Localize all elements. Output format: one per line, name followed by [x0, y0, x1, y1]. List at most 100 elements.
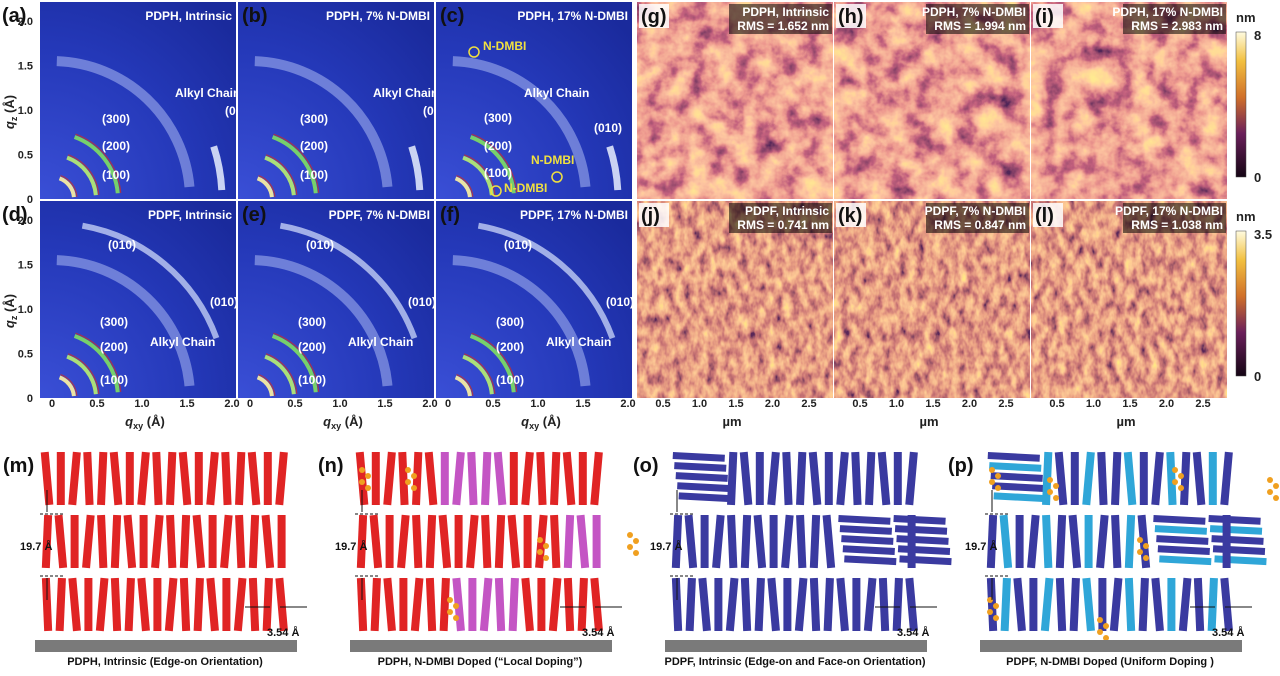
scattering-ring [60, 174, 78, 197]
scattering-ring [271, 135, 318, 194]
schematic-caption: PDPF, Intrinsic (Edge-on and Face-on Ori… [665, 656, 926, 668]
polymer-backbone [1070, 452, 1079, 505]
dopant-molecule [447, 609, 453, 615]
dopant-molecule [1053, 495, 1059, 501]
scattering-ring [210, 145, 226, 191]
polymer-backbone [1214, 555, 1267, 566]
annotation: N-DMBI [531, 153, 574, 167]
polymer-backbone [684, 514, 698, 569]
schematic-caption: PDPH, Intrinsic (Edge-on Orientation) [67, 656, 263, 668]
polymer-backbone [139, 515, 148, 568]
dopant-molecule [1103, 623, 1109, 629]
polymer-backbone [1178, 577, 1192, 632]
polymer-backbone [675, 472, 728, 482]
dopant-molecule [1097, 629, 1103, 635]
polymer-backbone [222, 578, 231, 631]
scattering-ring [452, 56, 591, 188]
polymer-backbone [479, 577, 493, 632]
polymer-backbone [899, 555, 952, 566]
x-tick-label: 0.5 [1049, 398, 1064, 410]
label-box [639, 4, 669, 28]
scattering-ring [408, 145, 424, 191]
y-tick-label: 2.0 [18, 215, 33, 227]
polymer-backbone [370, 577, 381, 632]
polymer-backbone [425, 514, 437, 569]
annotation: (200) [484, 139, 512, 153]
polymer-backbone [1124, 577, 1136, 632]
x-tick-label: 1.5 [179, 398, 194, 410]
polymer-backbone [1096, 514, 1109, 569]
scattering-ring [75, 332, 122, 393]
polymer-backbone [263, 452, 272, 505]
polymer-backbone [371, 452, 380, 505]
scattering-ring [463, 154, 496, 195]
polymer-backbone [466, 514, 479, 569]
x-tick-label: 0 [247, 398, 253, 410]
afm-image [834, 201, 1030, 398]
polymer-backbone [1209, 525, 1263, 535]
polymer-backbone [999, 514, 1013, 569]
x-tick-label: 1.5 [575, 398, 590, 410]
polymer-backbone [897, 545, 951, 555]
dopant-molecule [1047, 477, 1053, 483]
polymer-backbone [194, 452, 203, 505]
dopant-molecule [1172, 467, 1178, 473]
dopant-molecule [989, 467, 995, 473]
polymer-backbone [235, 514, 246, 569]
polymer-backbone [452, 577, 465, 632]
giwaxs-image [436, 201, 632, 398]
polymer-backbone [1084, 515, 1093, 568]
annotation: N-DMBI [483, 39, 526, 53]
giwaxs-panel: PDPF, 7% N-DMBI (e) (010) (010) (300) (200) Al… [238, 201, 438, 431]
colorbar [1235, 230, 1247, 377]
polymer-backbone [1015, 515, 1024, 568]
polymer-backbone [993, 492, 1046, 503]
y-tick-label: 0 [27, 194, 33, 206]
polymer-backbone [1138, 577, 1149, 632]
axis-unit: (Å) [341, 414, 363, 429]
polymer-backbone [740, 514, 752, 569]
scattering-ring [454, 176, 472, 198]
scattering-ring [254, 255, 393, 387]
giwaxs-image [238, 2, 434, 199]
annotation: (010) [210, 295, 238, 309]
label-box [836, 4, 866, 28]
annotation: Alkyl Chain [373, 86, 438, 100]
dopant-molecule [1172, 479, 1178, 485]
scattering-ring [279, 222, 418, 340]
x-tick-label: 2.5 [1195, 398, 1210, 410]
stacking-distance: 3.54 Å [267, 626, 299, 639]
n-dmbi-marker [490, 185, 502, 197]
dopant-molecule [989, 479, 995, 485]
panel-label: (l) [1035, 205, 1054, 227]
afm-image [637, 2, 833, 199]
polymer-backbone [247, 451, 261, 506]
polymer-backbone [1192, 451, 1206, 506]
polymer-backbone [1156, 535, 1209, 545]
x-axis-title: qxy (Å) [521, 414, 561, 431]
polymer-backbone [68, 577, 81, 632]
scattering-ring [471, 133, 518, 194]
colorbar-max: 8 [1254, 28, 1261, 43]
y-tick-label: 1.0 [18, 105, 33, 117]
annotation: Alkyl Chain [150, 335, 215, 349]
polymer-backbone [578, 452, 587, 505]
polymer-backbone [808, 451, 822, 506]
scattering-ring [456, 373, 474, 396]
x-tick-label: 0.5 [287, 398, 302, 410]
annotation: (200) [298, 340, 326, 354]
x-tick-label: 1.0 [134, 398, 149, 410]
polymer-backbone [1068, 514, 1082, 569]
polymer-backbone [537, 578, 546, 631]
afm-title-box [926, 203, 1029, 233]
colorbar-min: 0 [1254, 369, 1261, 384]
polymer-backbone [863, 577, 877, 632]
polymer-backbone [1029, 578, 1038, 631]
polymer-backbone [674, 462, 727, 472]
polymer-backbone [1212, 545, 1266, 555]
polymer-backbone [563, 514, 575, 569]
label-box [836, 203, 866, 227]
